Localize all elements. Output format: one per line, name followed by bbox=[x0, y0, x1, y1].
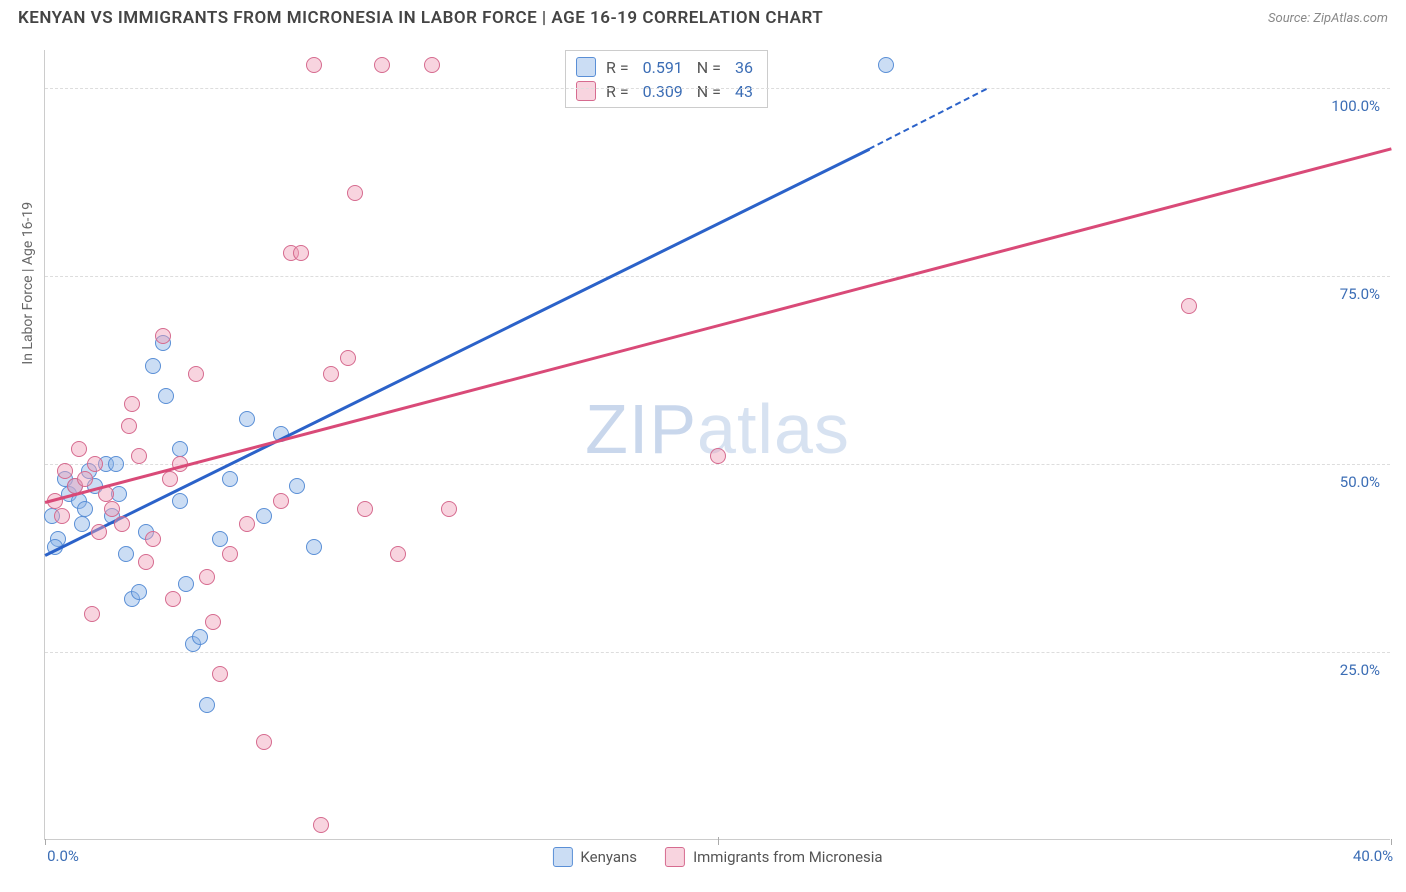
data-point bbox=[172, 493, 188, 509]
x-tick bbox=[718, 837, 719, 845]
data-point bbox=[212, 666, 228, 682]
source-credit: Source: ZipAtlas.com bbox=[1268, 11, 1388, 26]
data-point bbox=[87, 456, 103, 472]
stats-row-kenyans: R = 0.591 N = 36 bbox=[576, 55, 757, 79]
data-point bbox=[131, 584, 147, 600]
data-point bbox=[121, 418, 137, 434]
data-point bbox=[108, 456, 124, 472]
stats-row-micronesia: R = 0.309 N = 43 bbox=[576, 79, 757, 103]
data-point bbox=[306, 57, 322, 73]
data-point bbox=[54, 508, 70, 524]
y-axis-title: In Labor Force | Age 16-19 bbox=[20, 202, 36, 365]
data-point bbox=[710, 448, 726, 464]
chart-title: KENYAN VS IMMIGRANTS FROM MICRONESIA IN … bbox=[18, 8, 823, 28]
data-point bbox=[256, 508, 272, 524]
swatch-kenyans bbox=[552, 847, 572, 867]
data-point bbox=[131, 448, 147, 464]
data-point bbox=[205, 614, 221, 630]
data-point bbox=[323, 366, 339, 382]
swatch-kenyans bbox=[576, 57, 596, 77]
watermark-bold: ZIP bbox=[585, 390, 697, 468]
data-point bbox=[145, 531, 161, 547]
data-point bbox=[77, 471, 93, 487]
gridline bbox=[45, 88, 1390, 89]
n-value-kenyans: 36 bbox=[731, 58, 757, 77]
data-point bbox=[293, 245, 309, 261]
gridline bbox=[45, 276, 1390, 277]
data-point bbox=[374, 57, 390, 73]
legend-item-kenyans: Kenyans bbox=[552, 847, 637, 867]
swatch-micronesia bbox=[576, 81, 596, 101]
data-point bbox=[273, 493, 289, 509]
data-point bbox=[162, 471, 178, 487]
data-point bbox=[178, 576, 194, 592]
data-point bbox=[256, 734, 272, 750]
data-point bbox=[124, 396, 140, 412]
stats-legend: R = 0.591 N = 36 R = 0.309 N = 43 bbox=[565, 50, 768, 108]
series-legend: Kenyans Immigrants from Micronesia bbox=[552, 847, 882, 867]
x-tick bbox=[1391, 839, 1392, 845]
data-point bbox=[441, 501, 457, 517]
data-point bbox=[57, 463, 73, 479]
data-point bbox=[239, 411, 255, 427]
data-point bbox=[91, 524, 107, 540]
data-point bbox=[158, 388, 174, 404]
data-point bbox=[199, 697, 215, 713]
trend-line bbox=[44, 148, 870, 557]
swatch-micronesia bbox=[665, 847, 685, 867]
data-point bbox=[71, 441, 87, 457]
data-point bbox=[138, 554, 154, 570]
data-point bbox=[74, 516, 90, 532]
data-point bbox=[340, 350, 356, 366]
data-point bbox=[289, 478, 305, 494]
data-point bbox=[192, 629, 208, 645]
r-value-kenyans: 0.591 bbox=[639, 58, 687, 77]
legend-label-micronesia: Immigrants from Micronesia bbox=[693, 848, 883, 866]
data-point bbox=[199, 569, 215, 585]
data-point bbox=[347, 185, 363, 201]
data-point bbox=[145, 358, 161, 374]
data-point bbox=[212, 531, 228, 547]
data-point bbox=[165, 591, 181, 607]
y-tick-label: 75.0% bbox=[1340, 285, 1380, 303]
data-point bbox=[239, 516, 255, 532]
r-label: R = bbox=[606, 58, 629, 77]
trend-line-dashed bbox=[869, 88, 988, 150]
scatter-chart: ZIPatlas R = 0.591 N = 36 R = 0.309 N = … bbox=[44, 50, 1390, 840]
x-tick bbox=[45, 839, 46, 845]
legend-item-micronesia: Immigrants from Micronesia bbox=[665, 847, 883, 867]
data-point bbox=[306, 539, 322, 555]
data-point bbox=[222, 546, 238, 562]
n-value-micronesia: 43 bbox=[731, 82, 757, 101]
data-point bbox=[118, 546, 134, 562]
data-point bbox=[172, 441, 188, 457]
y-tick-label: 25.0% bbox=[1340, 661, 1380, 679]
x-tick-label: 40.0% bbox=[1353, 847, 1393, 865]
data-point bbox=[222, 471, 238, 487]
data-point bbox=[424, 57, 440, 73]
y-tick-label: 50.0% bbox=[1340, 473, 1380, 491]
data-point bbox=[878, 57, 894, 73]
data-point bbox=[114, 516, 130, 532]
data-point bbox=[77, 501, 93, 517]
data-point bbox=[1181, 298, 1197, 314]
y-tick-label: 100.0% bbox=[1331, 97, 1380, 115]
r-label: R = bbox=[606, 82, 629, 101]
n-label: N = bbox=[697, 58, 721, 77]
data-point bbox=[313, 817, 329, 833]
data-point bbox=[390, 546, 406, 562]
gridline bbox=[45, 652, 1390, 653]
data-point bbox=[357, 501, 373, 517]
data-point bbox=[84, 606, 100, 622]
legend-label-kenyans: Kenyans bbox=[580, 848, 637, 866]
x-tick-label: 0.0% bbox=[47, 847, 79, 865]
data-point bbox=[155, 328, 171, 344]
n-label: N = bbox=[697, 82, 721, 101]
data-point bbox=[104, 501, 120, 517]
r-value-micronesia: 0.309 bbox=[639, 82, 687, 101]
data-point bbox=[188, 366, 204, 382]
